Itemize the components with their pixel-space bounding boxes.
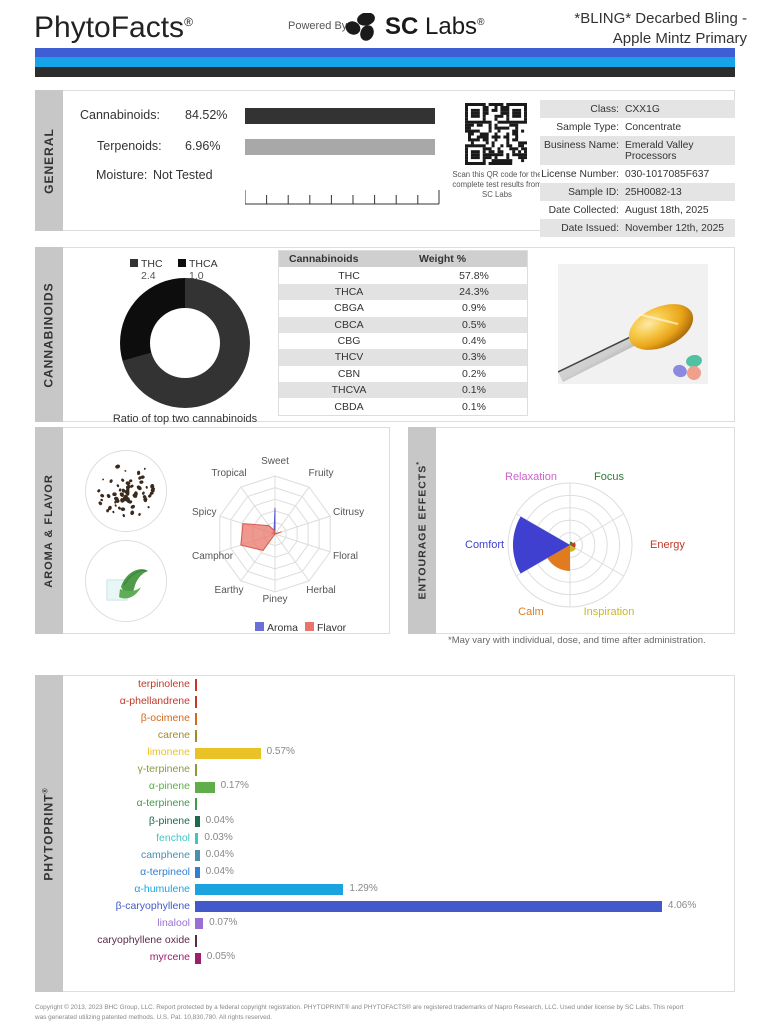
svg-text:Fruity: Fruity: [309, 468, 334, 479]
svg-text:Tropical: Tropical: [211, 468, 246, 479]
svg-text:Sweet: Sweet: [261, 456, 289, 467]
svg-text:Citrusy: Citrusy: [333, 507, 364, 518]
svg-text:Piney: Piney: [262, 594, 287, 605]
svg-text:Spicy: Spicy: [192, 507, 216, 518]
svg-text:Earthy: Earthy: [215, 585, 244, 596]
svg-text:Relaxation: Relaxation: [505, 471, 557, 483]
svg-text:Focus: Focus: [594, 471, 624, 483]
svg-text:Energy: Energy: [650, 539, 685, 551]
svg-text:Herbal: Herbal: [306, 585, 335, 596]
svg-text:Calm: Calm: [518, 606, 544, 618]
svg-text:Comfort: Comfort: [465, 539, 504, 551]
svg-text:Camphor: Camphor: [192, 551, 234, 562]
svg-text:Floral: Floral: [333, 551, 358, 562]
svg-text:Inspiration: Inspiration: [584, 606, 635, 618]
